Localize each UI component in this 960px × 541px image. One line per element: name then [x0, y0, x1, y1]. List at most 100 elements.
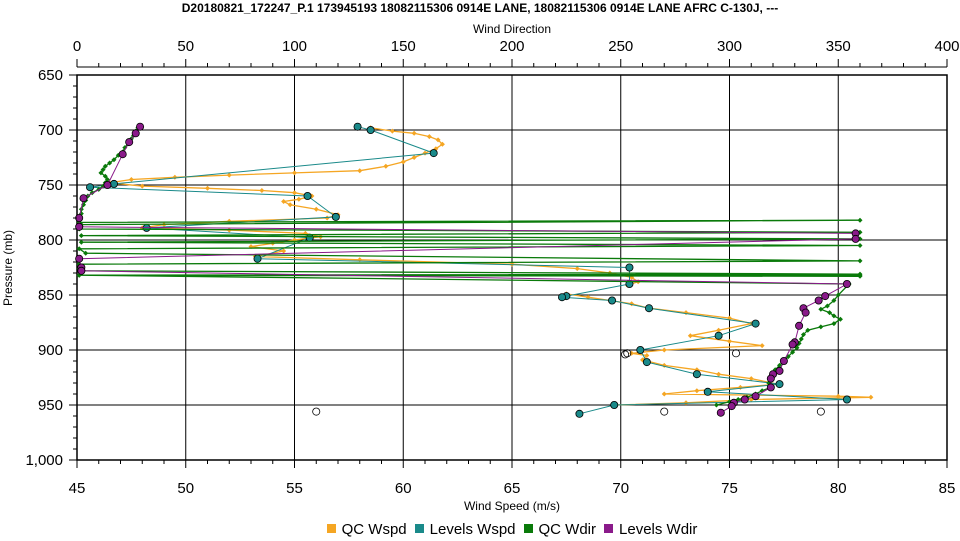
data-point [75, 222, 84, 231]
data-point [125, 138, 134, 147]
x-bottom-tick-label: 70 [612, 480, 629, 497]
data-point [357, 168, 363, 174]
data-point [857, 258, 863, 264]
data-point [748, 376, 754, 382]
legend-label: Levels Wdir [619, 521, 698, 538]
data-point [383, 163, 389, 169]
data-point [102, 163, 108, 169]
data-point [727, 402, 736, 411]
x-bottom-tick-label: 80 [830, 480, 847, 497]
data-point [837, 316, 843, 322]
data-point [389, 128, 395, 134]
data-point [818, 324, 824, 330]
data-point [842, 279, 851, 288]
data-point [313, 206, 319, 212]
x-bottom-tick-label: 65 [504, 480, 521, 497]
data-point [694, 388, 700, 394]
data-point [801, 308, 810, 317]
data-point [303, 191, 312, 200]
data-point [868, 394, 874, 400]
data-point [818, 306, 824, 312]
data-point [644, 353, 650, 358]
data-point [558, 293, 567, 302]
data-point [842, 395, 851, 404]
data-point [779, 356, 788, 365]
y-tick-label: 1,000 [25, 452, 63, 469]
data-point [831, 313, 837, 319]
x-top-tick-label: 350 [826, 38, 851, 55]
data-point [759, 343, 765, 349]
data-point [610, 400, 619, 409]
data-point [851, 234, 860, 243]
data-point [716, 408, 725, 417]
data-point [426, 134, 432, 140]
data-point [142, 223, 151, 232]
data-point [766, 374, 775, 383]
data-point [713, 402, 719, 408]
data-point [79, 194, 88, 203]
x-bottom-tick-label: 50 [177, 480, 194, 497]
data-point [259, 188, 265, 193]
data-point [800, 332, 806, 338]
data-point [608, 296, 617, 305]
data-point [75, 254, 84, 263]
data-point [692, 370, 701, 379]
data-point [805, 327, 811, 333]
x-top-tick-label: 100 [282, 38, 307, 55]
data-point [102, 173, 108, 179]
data-point [683, 400, 689, 406]
data-point [574, 266, 580, 272]
y-tick-label: 650 [38, 67, 63, 84]
legend-item: QC Wspd [326, 521, 407, 538]
data-point [296, 196, 302, 202]
axes: 45 50 55 60 65 70 75 80 850 50 100 150 200 250 300 350 4… [25, 38, 959, 497]
data-point [400, 159, 406, 165]
data-point [857, 217, 863, 223]
data-point [76, 246, 82, 252]
legend-item: QC Wdir [523, 521, 597, 538]
legend-label: Levels Wspd [429, 521, 516, 538]
chart-legend: QC Wspd Levels Wspd QC Wdir Levels Wdir [0, 521, 960, 538]
legend-swatch [414, 524, 424, 533]
data-point [292, 190, 297, 196]
data-point [435, 137, 441, 143]
data-point [831, 321, 837, 327]
data-point [751, 319, 760, 328]
legend-item: Levels Wspd [414, 521, 516, 538]
open-marker [621, 350, 630, 359]
data-point [107, 160, 113, 166]
x-bottom-tick-label: 75 [721, 480, 738, 497]
data-point [814, 296, 823, 305]
data-point [131, 129, 140, 138]
data-point [281, 248, 287, 254]
data-point [775, 380, 784, 389]
data-point [790, 349, 796, 355]
data-point [331, 212, 340, 221]
data-point [625, 263, 634, 272]
open-marker [312, 407, 321, 416]
data-point [353, 122, 362, 131]
data-point [788, 340, 797, 349]
data-point [292, 170, 297, 176]
y-tick-label: 900 [38, 342, 63, 359]
x-bottom-tick-label: 45 [69, 480, 86, 497]
y-tick-label: 700 [38, 122, 63, 139]
data-point [703, 387, 712, 396]
data-point [411, 155, 417, 160]
data-point [740, 395, 749, 404]
x-top-tick-label: 150 [391, 38, 416, 55]
series-layer [75, 122, 874, 418]
x-bottom-tick-label: 85 [939, 480, 956, 497]
data-point [104, 177, 110, 182]
data-point [727, 338, 732, 344]
data-point [366, 126, 375, 135]
data-point [857, 243, 863, 248]
data-point [411, 130, 417, 136]
data-point [716, 327, 722, 333]
legend-label: QC Wdir [538, 521, 597, 538]
x-top-tick-label: 200 [499, 38, 524, 55]
data-point [83, 250, 89, 256]
data-point [281, 199, 287, 204]
open-marker [623, 349, 632, 358]
data-point [324, 215, 330, 221]
